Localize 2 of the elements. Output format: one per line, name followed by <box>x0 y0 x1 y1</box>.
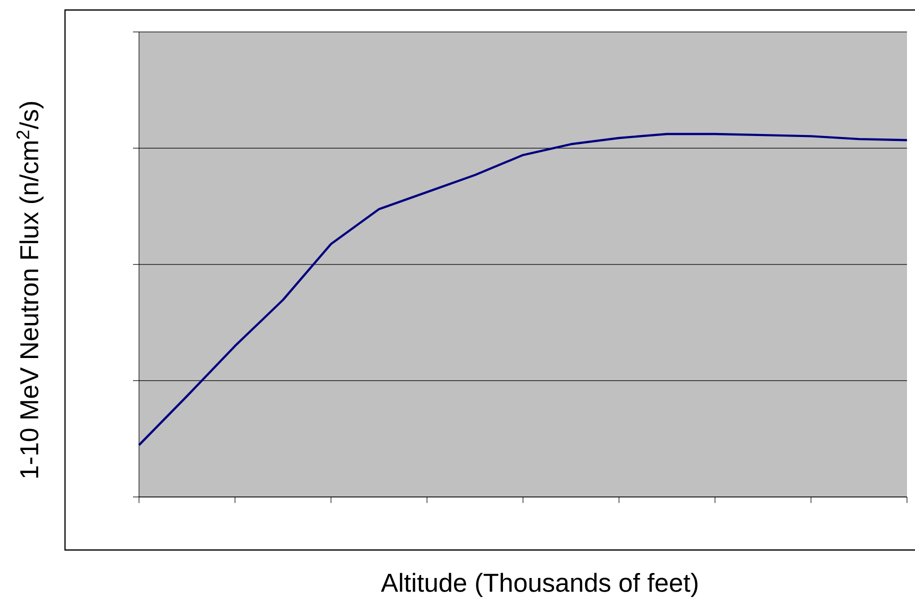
x-axis-title: Altitude (Thousands of feet) <box>380 572 698 598</box>
y-axis-title: 1-10 MeV Neutron Flux (n/cm$^{2}$/s) <box>16 102 44 478</box>
